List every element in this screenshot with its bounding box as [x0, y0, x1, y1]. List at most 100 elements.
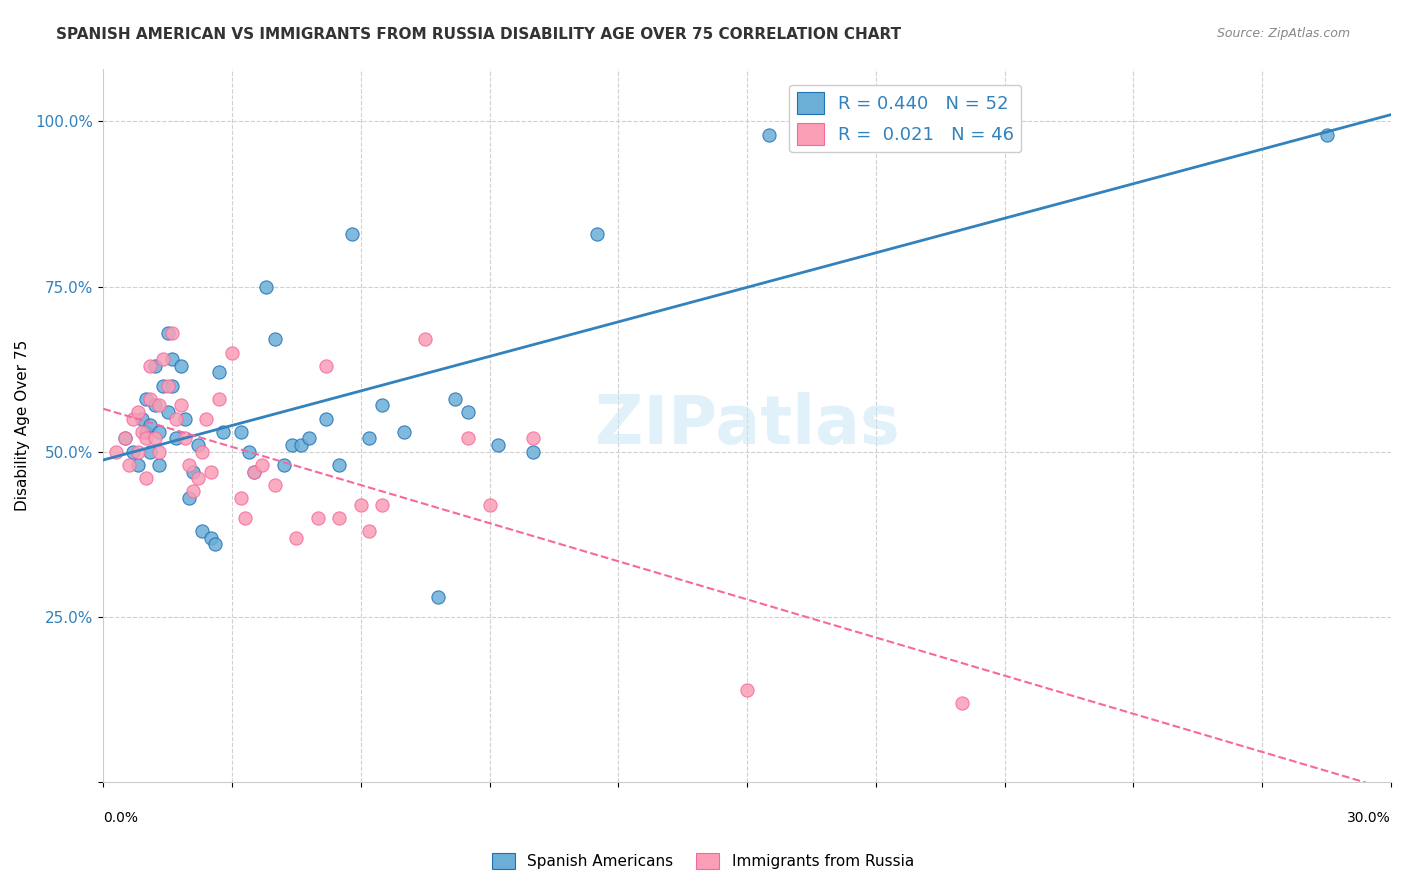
Point	[735, 682, 758, 697]
Point	[148, 399, 170, 413]
Point	[152, 352, 174, 367]
Point	[179, 491, 201, 505]
Point	[254, 279, 277, 293]
Text: 30.0%: 30.0%	[1347, 811, 1391, 824]
Point	[204, 537, 226, 551]
Point	[135, 392, 157, 406]
Point	[290, 438, 312, 452]
Point	[156, 378, 179, 392]
Point	[187, 438, 209, 452]
Point	[148, 444, 170, 458]
Point	[342, 227, 364, 241]
Point	[105, 444, 128, 458]
Y-axis label: Disability Age Over 75: Disability Age Over 75	[15, 340, 30, 511]
Point	[315, 359, 337, 373]
Point	[156, 326, 179, 340]
Point	[315, 411, 337, 425]
Point	[233, 510, 256, 524]
Text: Source: ZipAtlas.com: Source: ZipAtlas.com	[1216, 27, 1350, 40]
Point	[127, 405, 149, 419]
Point	[208, 392, 231, 406]
Point	[143, 359, 166, 373]
Point	[169, 359, 191, 373]
Point	[135, 425, 157, 439]
Point	[139, 418, 162, 433]
Point	[229, 425, 252, 439]
Point	[200, 465, 222, 479]
Point	[152, 378, 174, 392]
Point	[131, 425, 153, 439]
Point	[250, 458, 273, 472]
Point	[413, 332, 436, 346]
Point	[264, 477, 287, 491]
Point	[281, 438, 304, 452]
Text: 0.0%: 0.0%	[103, 811, 138, 824]
Legend: Spanish Americans, Immigrants from Russia: Spanish Americans, Immigrants from Russi…	[486, 847, 920, 875]
Point	[160, 326, 183, 340]
Point	[478, 498, 501, 512]
Point	[183, 465, 205, 479]
Point	[127, 458, 149, 472]
Point	[169, 399, 191, 413]
Point	[522, 432, 544, 446]
Point	[350, 498, 373, 512]
Point	[359, 432, 381, 446]
Point	[165, 432, 187, 446]
Point	[160, 352, 183, 367]
Point	[444, 392, 467, 406]
Point	[994, 134, 1017, 148]
Text: ZIPatlas: ZIPatlas	[595, 392, 900, 458]
Point	[143, 399, 166, 413]
Point	[273, 458, 295, 472]
Point	[114, 432, 136, 446]
Point	[148, 425, 170, 439]
Point	[229, 491, 252, 505]
Point	[328, 510, 350, 524]
Point	[208, 366, 231, 380]
Point	[200, 531, 222, 545]
Point	[122, 444, 145, 458]
Point	[457, 432, 479, 446]
Point	[392, 425, 415, 439]
Point	[127, 444, 149, 458]
Point	[160, 378, 183, 392]
Point	[486, 438, 509, 452]
Point	[156, 405, 179, 419]
Point	[307, 510, 329, 524]
Point	[135, 432, 157, 446]
Point	[758, 128, 780, 142]
Point	[242, 465, 264, 479]
Point	[173, 411, 195, 425]
Point	[285, 531, 308, 545]
Point	[143, 432, 166, 446]
Point	[522, 444, 544, 458]
Point	[1316, 128, 1339, 142]
Point	[264, 332, 287, 346]
Point	[122, 411, 145, 425]
Point	[359, 524, 381, 538]
Point	[238, 444, 260, 458]
Point	[139, 359, 162, 373]
Point	[242, 465, 264, 479]
Point	[427, 590, 450, 604]
Point	[221, 345, 243, 359]
Point	[187, 471, 209, 485]
Point	[371, 498, 394, 512]
Point	[139, 392, 162, 406]
Point	[131, 411, 153, 425]
Point	[191, 524, 214, 538]
Point	[586, 227, 609, 241]
Point	[139, 444, 162, 458]
Point	[118, 458, 141, 472]
Point	[298, 432, 321, 446]
Point	[328, 458, 350, 472]
Point	[114, 432, 136, 446]
Point	[457, 405, 479, 419]
Point	[165, 411, 187, 425]
Point	[179, 458, 201, 472]
Point	[148, 458, 170, 472]
Text: SPANISH AMERICAN VS IMMIGRANTS FROM RUSSIA DISABILITY AGE OVER 75 CORRELATION CH: SPANISH AMERICAN VS IMMIGRANTS FROM RUSS…	[56, 27, 901, 42]
Point	[371, 399, 394, 413]
Point	[173, 432, 195, 446]
Point	[195, 411, 218, 425]
